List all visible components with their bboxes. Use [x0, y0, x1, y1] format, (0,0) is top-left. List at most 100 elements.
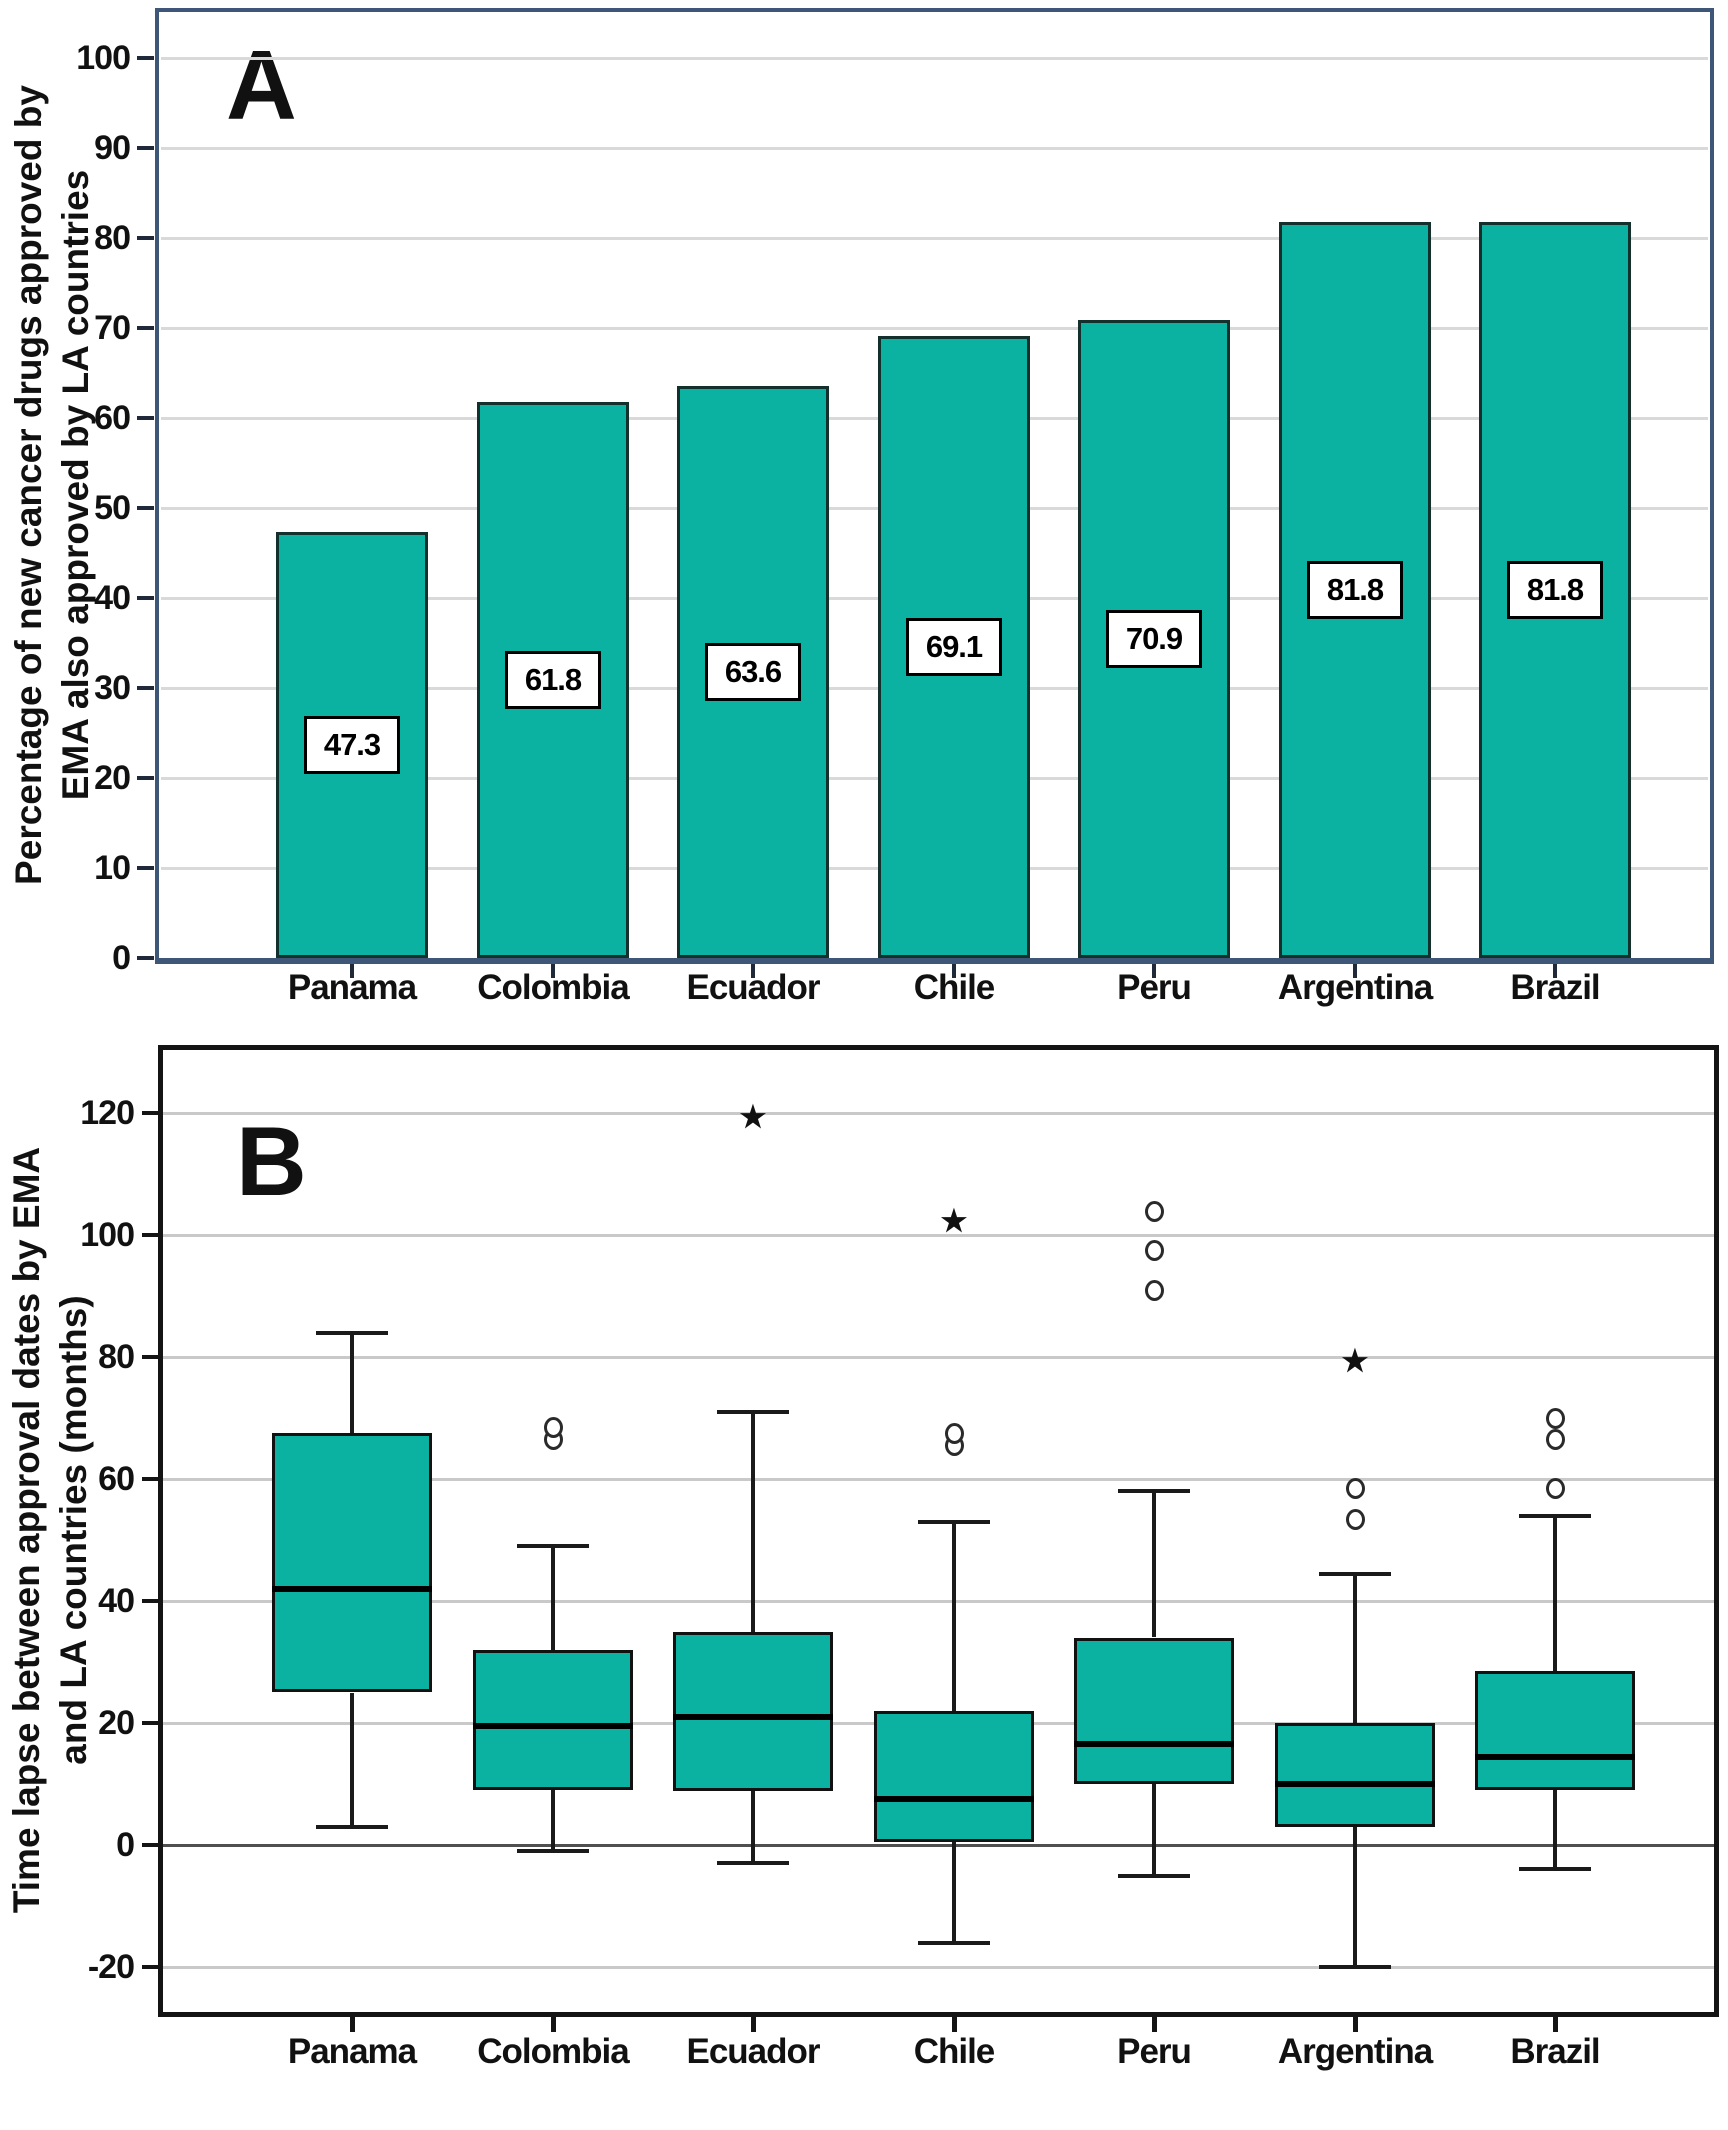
whisker-upper-cap-colombia	[517, 1544, 589, 1548]
whisker-lower-cap-ecuador	[717, 1861, 789, 1865]
y-axis-tick-mark-b-0	[142, 1843, 158, 1847]
bar-value-label-panama: 47.3	[304, 716, 400, 774]
y-axis-tick-label-a-0: 0	[112, 939, 131, 977]
outlier-circle-colombia-1	[544, 1417, 563, 1438]
x-axis-tick-mark-a-brazil	[1553, 964, 1557, 978]
whisker-upper-cap-ecuador	[717, 1410, 789, 1414]
whisker-lower-stem-peru	[1152, 1784, 1156, 1876]
y-axis-tick-label-a-40: 40	[94, 579, 131, 617]
x-category-label-a-panama: Panama	[287, 968, 417, 1007]
y-axis-tick-mark-b-40	[142, 1599, 158, 1603]
y-axis-tick-label-a-90: 90	[94, 129, 131, 167]
outlier-circle-brazil-1	[1546, 1429, 1565, 1450]
whisker-upper-cap-argentina	[1319, 1572, 1391, 1576]
bar-value-label-colombia: 61.8	[505, 651, 601, 709]
median-line-brazil	[1475, 1754, 1635, 1760]
x-axis-tick-mark-a-ecuador	[751, 964, 755, 978]
y-axis-tick-label-a-60: 60	[94, 399, 131, 437]
x-category-label-a-ecuador: Ecuador	[686, 968, 820, 1007]
y-axis-tick-label-a-80: 80	[94, 219, 131, 257]
gridline-b-60	[163, 1478, 1714, 1481]
y-axis-tick-mark-a-40	[137, 596, 154, 600]
whisker-upper-cap-peru	[1118, 1489, 1190, 1493]
x-axis-tick-mark-a-argentina	[1353, 964, 1357, 978]
y-axis-tick-mark-a-80	[137, 236, 154, 240]
median-line-chile	[874, 1796, 1034, 1802]
box-chile	[874, 1711, 1034, 1842]
outlier-circle-brazil-0	[1546, 1478, 1565, 1499]
x-category-label-a-colombia: Colombia	[477, 968, 629, 1007]
whisker-upper-stem-panama	[350, 1333, 354, 1434]
median-line-peru	[1074, 1741, 1234, 1747]
x-axis-tick-mark-b-peru	[1152, 2017, 1157, 2032]
whisker-upper-stem-chile	[952, 1522, 956, 1711]
gridline-b-120	[163, 1112, 1714, 1115]
box-ecuador	[673, 1632, 833, 1791]
outlier-star-argentina-0: ★	[1341, 1345, 1369, 1378]
gridline-a-80	[161, 237, 1708, 240]
x-category-label-b-brazil: Brazil	[1510, 2032, 1600, 2071]
outlier-star-chile-0: ★	[940, 1205, 968, 1238]
gridline-b-100	[163, 1234, 1714, 1237]
y-axis-tick-mark-a-50	[137, 506, 154, 510]
x-category-label-a-peru: Peru	[1117, 968, 1192, 1007]
outlier-circle-brazil-2	[1546, 1408, 1565, 1429]
whisker-upper-stem-brazil	[1553, 1516, 1557, 1672]
y-axis-tick-label-a-10: 10	[94, 849, 131, 887]
whisker-upper-stem-colombia	[551, 1546, 555, 1650]
gridline-b--20	[163, 1966, 1714, 1969]
box-panama	[272, 1433, 432, 1692]
median-line-panama	[272, 1586, 432, 1592]
panel-a-label: A	[226, 30, 297, 140]
panel-b-label: B	[236, 1106, 307, 1216]
x-category-label-a-argentina: Argentina	[1277, 968, 1433, 1007]
median-line-colombia	[473, 1723, 633, 1729]
y-axis-tick-mark-a-10	[137, 866, 154, 870]
y-axis-tick-label-a-30: 30	[94, 669, 131, 707]
whisker-upper-cap-brazil	[1519, 1514, 1591, 1518]
x-category-label-b-colombia: Colombia	[477, 2032, 629, 2071]
outlier-circle-peru-0	[1145, 1280, 1164, 1301]
whisker-lower-cap-colombia	[517, 1849, 589, 1853]
whisker-lower-cap-panama	[316, 1825, 388, 1829]
bar-value-label-argentina: 81.8	[1307, 561, 1403, 619]
x-category-label-b-chile: Chile	[913, 2032, 996, 2071]
y-axis-tick-mark-a-70	[137, 326, 154, 330]
gridline-a-70	[161, 327, 1708, 330]
x-axis-tick-mark-b-argentina	[1353, 2017, 1358, 2032]
panel-b-plot-area	[158, 1045, 1719, 2017]
y-axis-tick-label-b--20: -20	[87, 1948, 135, 1986]
gridline-b-40	[163, 1600, 1714, 1603]
whisker-lower-stem-chile	[952, 1842, 956, 1943]
x-category-label-a-chile: Chile	[913, 968, 996, 1007]
y-axis-tick-mark-b-60	[142, 1477, 158, 1481]
whisker-lower-cap-chile	[918, 1941, 990, 1945]
x-axis-tick-mark-b-colombia	[551, 2017, 556, 2032]
x-axis-tick-mark-b-chile	[952, 2017, 957, 2032]
y-axis-tick-mark-a-90	[137, 146, 154, 150]
outlier-circle-peru-2	[1145, 1201, 1164, 1222]
y-axis-tick-mark-a-0	[137, 956, 154, 960]
zero-line-b	[163, 1844, 1714, 1847]
x-axis-tick-mark-a-chile	[952, 964, 956, 978]
y-axis-tick-mark-a-100	[137, 56, 154, 60]
y-axis-tick-label-b-60: 60	[98, 1460, 135, 1498]
whisker-lower-cap-argentina	[1319, 1965, 1391, 1969]
outlier-circle-argentina-0	[1346, 1509, 1365, 1530]
box-argentina	[1275, 1723, 1435, 1827]
x-category-label-b-peru: Peru	[1117, 2032, 1192, 2071]
bar-value-label-chile: 69.1	[906, 618, 1002, 676]
gridline-a-90	[161, 147, 1708, 150]
whisker-lower-stem-brazil	[1553, 1790, 1557, 1869]
outlier-circle-chile-1	[945, 1423, 964, 1444]
y-axis-tick-label-b-0: 0	[116, 1826, 135, 1864]
bar-colombia	[477, 402, 629, 958]
whisker-lower-stem-colombia	[551, 1790, 555, 1851]
whisker-lower-stem-argentina	[1353, 1827, 1357, 1967]
bar-value-label-brazil: 81.8	[1507, 561, 1603, 619]
y-axis-tick-label-a-50: 50	[94, 489, 131, 527]
x-axis-tick-mark-a-panama	[350, 964, 354, 978]
y-axis-tick-label-a-70: 70	[94, 309, 131, 347]
y-axis-tick-mark-b-20	[142, 1721, 158, 1725]
y-axis-tick-label-b-100: 100	[80, 1216, 135, 1254]
